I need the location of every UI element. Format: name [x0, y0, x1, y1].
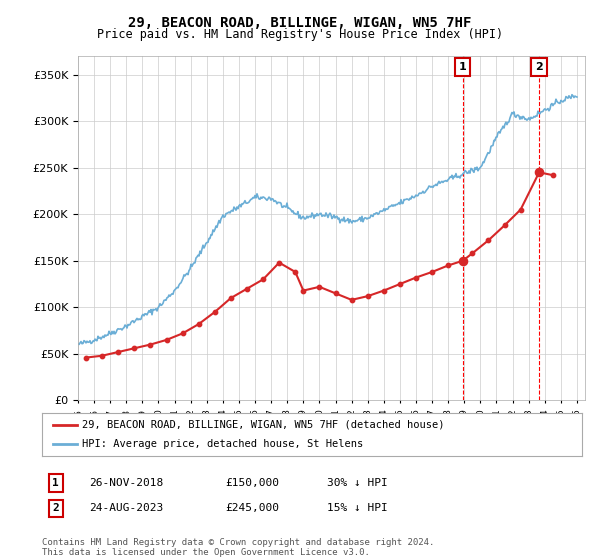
- Text: 1: 1: [52, 478, 59, 488]
- Point: [516, 205, 526, 214]
- Text: HPI: Average price, detached house, St Helens: HPI: Average price, detached house, St H…: [83, 439, 364, 449]
- Point: [347, 295, 356, 304]
- Point: [210, 307, 220, 316]
- Point: [484, 236, 493, 245]
- Point: [458, 256, 467, 265]
- Point: [81, 353, 91, 362]
- Text: 15% ↓ HPI: 15% ↓ HPI: [327, 503, 388, 514]
- Point: [97, 351, 107, 360]
- Point: [290, 268, 300, 277]
- Point: [548, 171, 557, 180]
- Text: 2: 2: [52, 503, 59, 514]
- Point: [500, 221, 509, 230]
- Text: 1: 1: [459, 62, 467, 72]
- Point: [130, 344, 139, 353]
- Point: [411, 273, 421, 282]
- Text: £245,000: £245,000: [225, 503, 279, 514]
- Point: [427, 268, 437, 277]
- Point: [146, 340, 155, 349]
- Point: [535, 168, 544, 177]
- Point: [314, 282, 324, 291]
- Text: 30% ↓ HPI: 30% ↓ HPI: [327, 478, 388, 488]
- Text: 2: 2: [535, 62, 543, 72]
- Text: 24-AUG-2023: 24-AUG-2023: [89, 503, 163, 514]
- Text: 26-NOV-2018: 26-NOV-2018: [89, 478, 163, 488]
- Point: [178, 329, 187, 338]
- Point: [258, 275, 268, 284]
- Point: [242, 284, 252, 293]
- Text: Price paid vs. HM Land Registry's House Price Index (HPI): Price paid vs. HM Land Registry's House …: [97, 28, 503, 41]
- Point: [331, 289, 340, 298]
- Point: [226, 293, 236, 302]
- Point: [363, 292, 373, 301]
- Point: [395, 279, 405, 288]
- Point: [458, 256, 467, 265]
- Text: 29, BEACON ROAD, BILLINGE, WIGAN, WN5 7HF (detached house): 29, BEACON ROAD, BILLINGE, WIGAN, WN5 7H…: [83, 420, 445, 430]
- Point: [379, 286, 389, 295]
- Text: £150,000: £150,000: [225, 478, 279, 488]
- Point: [194, 320, 203, 329]
- Point: [113, 348, 123, 357]
- Point: [443, 261, 453, 270]
- Point: [274, 258, 284, 267]
- Point: [467, 249, 477, 258]
- Text: 29, BEACON ROAD, BILLINGE, WIGAN, WN5 7HF: 29, BEACON ROAD, BILLINGE, WIGAN, WN5 7H…: [128, 16, 472, 30]
- Point: [162, 335, 172, 344]
- Text: Contains HM Land Registry data © Crown copyright and database right 2024.
This d: Contains HM Land Registry data © Crown c…: [42, 538, 434, 557]
- Point: [535, 168, 544, 177]
- Point: [299, 286, 308, 295]
